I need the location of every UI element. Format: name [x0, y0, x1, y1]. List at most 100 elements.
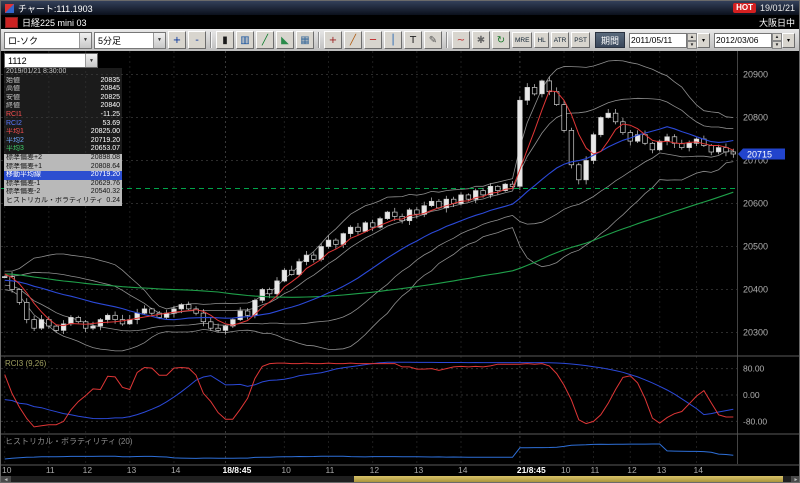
bar-chart-icon[interactable]: ▥: [236, 31, 254, 49]
hot-badge: HOT: [733, 3, 756, 13]
chart-type-value: ロ-ソク: [8, 35, 38, 46]
x-axis-label: 12: [627, 465, 637, 475]
date-to-calendar-button[interactable]: ▾: [781, 32, 795, 48]
y-axis-tick: 20600: [743, 199, 768, 209]
toolbar-icon-strip: + - ▮ ▥ ╱ ◣ ▦ + ╱ ─ │ T ✎ ~ ✱ ↻: [168, 31, 510, 49]
panel-row: 標準偏差+1 20808.64: [4, 162, 122, 172]
panel-row: 安値 20825: [4, 93, 122, 103]
crosshair-icon[interactable]: +: [324, 31, 342, 49]
rci-pane-label: RCI3 (9,26): [5, 359, 47, 368]
spin-down-icon[interactable]: ▼: [686, 40, 697, 49]
x-axis-label: 11: [326, 465, 335, 475]
panel-row: RCI1 -11.25: [4, 110, 122, 120]
rci-short-line: [4, 362, 734, 428]
x-axis-label: 13: [127, 465, 137, 475]
x-axis-label: 10: [561, 465, 571, 475]
title-bar: チャート:111.1903 HOT 19/01/21: [1, 1, 799, 15]
titlebar-date: 19/01/21: [759, 3, 795, 13]
timeframe-select[interactable]: 5分足 ▼: [94, 31, 166, 49]
panel-row: RCI2 53.69: [4, 119, 122, 129]
horizontal-line-icon[interactable]: ─: [364, 31, 382, 49]
price-chart[interactable]: 20300 20400 20500 20600 20700 20800 20900 20715…: [1, 51, 800, 476]
scrollbar-track[interactable]: [11, 476, 791, 482]
toolbar-text-buttons: MRE HL ATR PST: [512, 32, 590, 48]
panel-row: 2019/01/21 8:30:00: [4, 68, 122, 77]
vertical-line-icon[interactable]: │: [384, 31, 402, 49]
panel-row: 標準偏差-1 20629.76: [4, 179, 122, 189]
wave-indicator-icon[interactable]: ~: [452, 31, 470, 49]
date-from-input[interactable]: [628, 32, 687, 48]
toolbar-separator: [318, 32, 320, 48]
y-axis-tick: 20500: [743, 242, 768, 252]
candlestick-chart-icon[interactable]: ▮: [216, 31, 234, 49]
zoom-out-icon[interactable]: -: [188, 31, 206, 49]
period-button[interactable]: 期間: [594, 32, 625, 48]
last-price-tag: 20715: [738, 148, 785, 160]
spin-down-icon[interactable]: ▼: [771, 40, 782, 49]
x-axis-label: 14: [458, 465, 468, 475]
instrument-name: 日経225 mini 03: [22, 17, 87, 28]
refresh-icon[interactable]: ↻: [492, 31, 510, 49]
zoom-in-icon[interactable]: +: [168, 31, 186, 49]
bollinger-band-line: [4, 97, 734, 316]
instrument-icon: [5, 16, 18, 28]
x-axis-label: 11: [46, 465, 55, 475]
line-chart-icon[interactable]: ╱: [256, 31, 274, 49]
window-title: チャート:111.1903: [18, 3, 93, 14]
mini-text-button-atr[interactable]: ATR: [550, 32, 570, 48]
chevron-down-icon[interactable]: ▼: [85, 54, 97, 67]
chart-type-select[interactable]: ロ-ソク ▼: [4, 31, 92, 49]
area-chart-icon[interactable]: ◣: [276, 31, 294, 49]
mini-text-button-mre[interactable]: MRE: [512, 32, 533, 48]
panel-row: 平均1 20825.00: [4, 128, 122, 137]
scroll-left-button[interactable]: ◄: [1, 476, 11, 482]
scroll-right-button[interactable]: ►: [791, 476, 799, 482]
chevron-down-icon[interactable]: ▼: [153, 32, 165, 48]
trend-line-icon[interactable]: ╱: [344, 31, 362, 49]
scrollbar-thumb[interactable]: [354, 476, 784, 482]
app-icon: [5, 3, 14, 13]
panel-row: 移動平均線 20719.20: [4, 171, 122, 180]
grid-icon[interactable]: ▦: [296, 31, 314, 49]
mini-text-button-hl[interactable]: HL: [534, 32, 549, 48]
x-axis-label: 10: [2, 465, 12, 475]
bollinger-band-line: [4, 150, 734, 332]
date-to-input[interactable]: [713, 32, 772, 48]
titlebar-right: HOT 19/01/21: [733, 3, 795, 13]
chevron-down-icon[interactable]: ▼: [79, 32, 91, 48]
date-to-spinner[interactable]: ▲ ▼: [771, 32, 782, 49]
horizontal-scrollbar[interactable]: ◄ ►: [1, 476, 799, 482]
x-axis-label: 12: [370, 465, 380, 475]
toolbar-separator: [446, 32, 448, 48]
spin-up-icon[interactable]: ▲: [771, 32, 782, 41]
hv-pane-label: ヒストリカル・ボラティリティ (20): [5, 437, 133, 446]
date-from-group: ▲▼ ▾: [628, 32, 710, 49]
settings-icon[interactable]: ✱: [472, 31, 490, 49]
date-from-spinner[interactable]: ▲ ▼: [686, 32, 697, 49]
panel-row: 高値 20845: [4, 85, 122, 94]
date-from-calendar-button[interactable]: ▾: [696, 32, 710, 48]
spin-up-icon[interactable]: ▲: [686, 32, 697, 41]
text-annotation-icon[interactable]: T: [404, 31, 422, 49]
chart-region: 20300 20400 20500 20600 20700 20800 20900 20715…: [1, 51, 800, 476]
rci-axis-tick: 80.00: [743, 364, 765, 374]
panel-row: 平均3 20653.07: [4, 145, 122, 154]
x-axis-label: 18/8:45: [222, 465, 251, 475]
symbol-code-value: 1112: [8, 55, 27, 66]
ma-mid-line: [4, 126, 734, 321]
y-axis-tick: 20700: [743, 156, 768, 166]
timeframe-value: 5分足: [98, 35, 122, 46]
svg-text:20715: 20715: [747, 150, 772, 160]
x-axis-label: 13: [657, 465, 667, 475]
toolbar-separator: [210, 32, 212, 48]
mini-text-button-pst[interactable]: PST: [571, 32, 590, 48]
symbol-code-select[interactable]: 1112 ▼: [4, 53, 98, 68]
candlestick-series: [2, 76, 736, 335]
pencil-icon[interactable]: ✎: [424, 31, 442, 49]
hv-line: [4, 443, 734, 460]
bollinger-bands: [4, 60, 734, 352]
x-axis-label: 14: [694, 465, 704, 475]
y-axis-tick: 20400: [743, 285, 768, 295]
date-to-group: ▲▼ ▾: [713, 32, 795, 49]
